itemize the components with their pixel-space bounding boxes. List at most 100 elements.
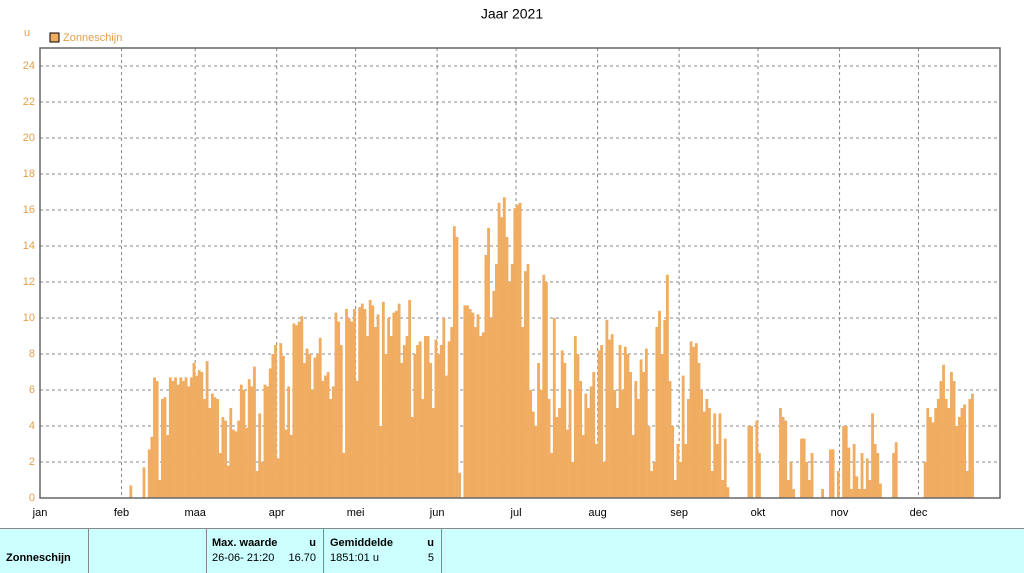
bar (253, 366, 256, 498)
bar (558, 408, 561, 498)
bar (279, 343, 283, 498)
bar (573, 336, 577, 498)
bar (502, 197, 506, 498)
bar (424, 336, 427, 498)
bar (581, 435, 585, 498)
bar (800, 438, 803, 498)
bar (376, 314, 380, 498)
bar (805, 462, 809, 498)
bar (644, 348, 648, 498)
bar (647, 426, 651, 498)
bar (544, 282, 548, 498)
bar (931, 422, 935, 498)
bar (802, 438, 806, 498)
y-axis-label: u (24, 27, 30, 39)
bar (334, 312, 338, 498)
bar (505, 237, 509, 498)
bar (944, 399, 948, 498)
bar (352, 309, 356, 498)
bar (466, 305, 469, 498)
bar (679, 462, 682, 498)
bar (339, 345, 343, 498)
bar (534, 426, 538, 498)
x-tick-label: jun (429, 507, 445, 519)
bar (445, 375, 448, 498)
bar (563, 363, 567, 498)
legend-swatch (49, 32, 60, 43)
bar (936, 399, 940, 498)
x-tick-label: maa (184, 507, 206, 519)
y-tick-label: 22 (23, 96, 35, 108)
bar (337, 321, 341, 498)
bar (371, 305, 375, 498)
bar (300, 316, 304, 498)
bar (836, 471, 840, 498)
bar (326, 372, 330, 498)
bar (226, 465, 230, 498)
bar (500, 217, 504, 498)
bar (387, 318, 391, 498)
bar (237, 420, 241, 498)
avg-value: 5 (428, 552, 434, 564)
max-date: 26-06- 21:20 (212, 552, 274, 564)
bar (700, 390, 703, 498)
bar (952, 381, 956, 498)
bar (439, 345, 443, 498)
bar (232, 429, 235, 498)
y-tick-label: 8 (29, 348, 35, 360)
bar (626, 354, 630, 498)
bar (865, 458, 869, 498)
bar (513, 208, 517, 498)
bar (397, 303, 401, 498)
x-tick-label: nov (831, 507, 849, 519)
y-tick-label: 4 (29, 420, 35, 432)
bar (894, 442, 898, 498)
bar (668, 381, 672, 498)
bar (360, 303, 364, 498)
bar (166, 435, 170, 498)
bar (789, 462, 793, 498)
bar (429, 363, 433, 498)
bar (321, 381, 325, 498)
bar (458, 472, 462, 498)
bar (271, 354, 275, 498)
bar (189, 377, 193, 498)
bar (971, 393, 974, 498)
bar (860, 453, 864, 498)
bar (968, 399, 972, 498)
bar (318, 337, 322, 498)
bar (368, 300, 372, 498)
bar (616, 408, 619, 498)
bar (342, 453, 346, 498)
bar (713, 413, 717, 498)
bar (239, 384, 243, 498)
bar (218, 453, 222, 498)
bar (542, 274, 546, 498)
bar (655, 327, 659, 498)
bar (613, 390, 617, 498)
bar (216, 399, 220, 498)
bar (639, 359, 643, 498)
bar (179, 377, 183, 498)
bar (492, 291, 496, 498)
bar (705, 399, 709, 498)
bar (605, 319, 609, 498)
panel-bg (0, 528, 1024, 573)
bar (847, 447, 851, 498)
y-tick-label: 6 (29, 384, 35, 396)
bar (447, 341, 451, 498)
bar (363, 309, 367, 498)
bar (726, 487, 730, 498)
bar (468, 309, 472, 498)
bar (489, 318, 493, 498)
bar (555, 417, 559, 498)
bar (634, 381, 638, 498)
bar (400, 363, 404, 498)
bar (610, 334, 614, 498)
bar (960, 408, 964, 498)
bar (579, 381, 583, 498)
bar (208, 408, 212, 498)
bar (547, 399, 551, 498)
bar (247, 379, 251, 498)
